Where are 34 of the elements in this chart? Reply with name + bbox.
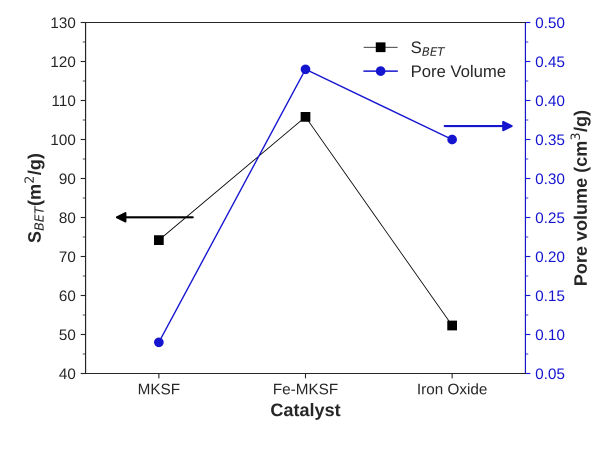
point <box>300 112 310 122</box>
x-tick-label: MKSF <box>138 384 180 394</box>
point <box>154 337 164 348</box>
point <box>447 134 457 144</box>
y-tick-label: 120 <box>51 56 76 68</box>
y-tick-label: 40 <box>59 368 76 380</box>
point <box>154 235 164 245</box>
y2-tick-label: 0.15 <box>536 290 564 302</box>
point <box>447 320 457 330</box>
y2-tick-label: 0.10 <box>536 329 564 340</box>
y2-tick-label: 0.50 <box>536 17 564 28</box>
y-tick-label: 50 <box>59 329 76 340</box>
x-tick-label: Fe-MKSF <box>274 384 338 394</box>
point <box>300 64 310 74</box>
y2-tick-label: 0.25 <box>536 212 564 224</box>
y-tick-label: 70 <box>60 251 76 262</box>
y-tick-label: 130 <box>51 17 76 28</box>
legend-label: Pore Volume <box>412 64 506 78</box>
legend-label: S$_{BET}$ <box>411 41 446 56</box>
y-tick-label: 110 <box>52 95 76 106</box>
y2-tick-label: 0.35 <box>536 134 564 146</box>
y2-tick-label: 0.05 <box>536 368 564 380</box>
y-tick-label: 80 <box>59 212 76 224</box>
y2-tick-label: 0.20 <box>536 251 564 262</box>
y2-tick-label: 0.45 <box>536 56 564 68</box>
x-tick-label: Iron Oxide <box>418 383 487 394</box>
y-tick-label: 90 <box>60 173 76 184</box>
y2-axis-title: Pore volume (cm$^{3}$/g) <box>570 110 591 285</box>
y2-tick-label: 0.40 <box>536 95 564 106</box>
y-axis-title: S$_{BET}$(m$^{2}$/g) <box>24 154 44 243</box>
y-tick-label: 100 <box>51 134 76 146</box>
y2-tick-label: 0.30 <box>536 173 564 184</box>
x-axis-title: Catalyst <box>271 403 340 420</box>
y-tick-label: 60 <box>60 290 76 302</box>
